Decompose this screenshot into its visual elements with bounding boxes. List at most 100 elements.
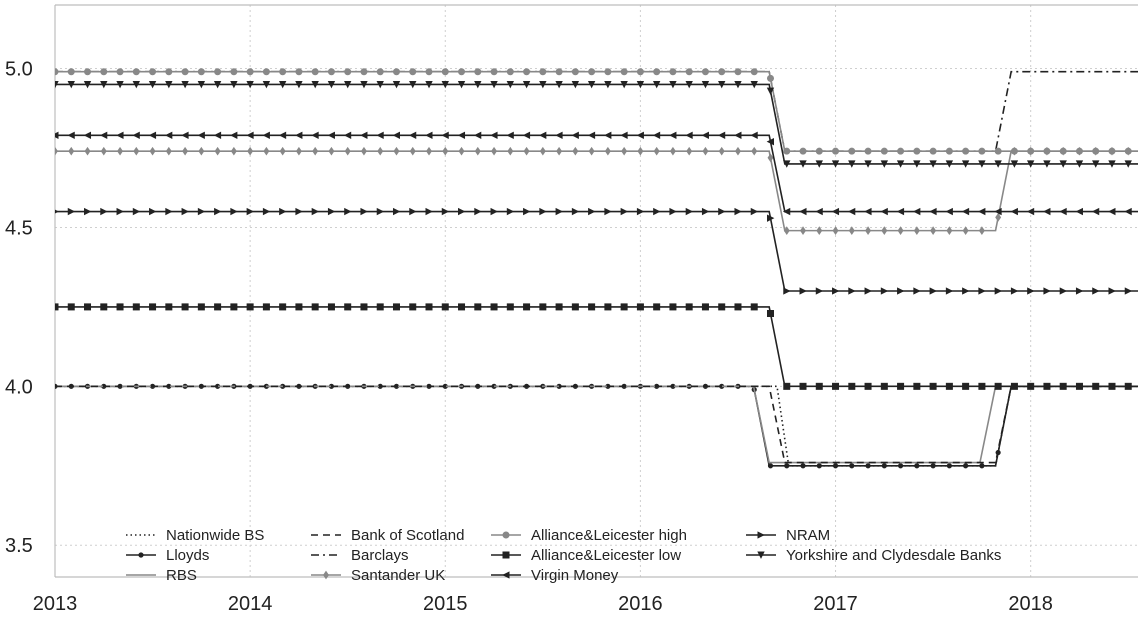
data-point-marker [652,131,661,139]
data-point-marker [994,207,1002,216]
data-point-marker [392,131,400,139]
data-point-marker [262,68,270,76]
data-point-marker [701,131,709,139]
series-alliance-leicester-high [55,68,1138,155]
data-point-marker [652,80,661,89]
data-point-marker [701,207,710,216]
data-point-marker [669,131,677,139]
data-point-marker [181,68,189,76]
data-point-marker [344,146,351,156]
data-point-marker [67,303,75,311]
data-point-marker [995,213,1002,222]
data-point-marker [165,146,172,156]
data-point-marker [230,146,237,156]
data-point-marker [148,80,157,89]
data-point-marker [799,287,807,295]
data-point-marker [757,551,765,559]
data-point-marker [182,146,189,156]
data-point-marker [165,303,173,311]
x-tick-label: 2013 [33,593,78,615]
legend-label: RBS [166,567,197,584]
legend-item: Santander UK [311,567,445,584]
data-point-marker [247,146,254,156]
data-point-marker [913,160,921,168]
data-point-marker [1043,382,1051,390]
data-point-marker [815,160,823,168]
legend-item: Virgin Money [491,567,619,584]
data-point-marker [441,131,449,139]
series-line [55,210,1138,292]
data-point-marker [848,226,855,235]
data-point-marker [881,463,887,469]
data-point-marker [425,68,433,76]
data-point-marker [538,131,547,139]
series-line [55,385,1138,464]
data-point-marker [1010,287,1019,295]
data-point-marker [197,303,205,311]
series-santander-uk [55,146,1138,235]
data-point-marker [572,146,579,156]
data-point-marker [929,207,937,216]
data-point-marker [1027,287,1035,295]
data-point-marker [100,80,108,89]
data-point-marker [1108,160,1116,168]
data-point-marker [327,68,335,76]
data-point-marker [946,226,953,235]
series-nationwide-bs [55,385,1138,467]
data-point-marker [392,80,401,89]
data-point-marker [55,80,59,89]
data-point-marker [701,80,710,89]
data-point-marker [262,207,271,216]
data-point-marker [263,146,270,156]
data-point-marker [246,80,254,89]
data-point-marker [571,303,579,311]
data-point-marker [409,303,417,311]
data-point-marker [165,80,173,89]
data-point-marker [994,147,1002,155]
data-point-marker [978,382,986,390]
data-point-marker [717,131,726,139]
data-point-marker [913,147,921,155]
series-bank-of-scotland [55,385,1138,464]
data-point-marker [1059,287,1068,295]
data-point-marker [502,531,510,539]
data-point-marker [914,463,920,469]
data-point-marker [1108,382,1116,390]
data-point-marker [734,68,742,76]
data-point-marker [588,146,595,156]
data-point-marker [458,68,466,76]
data-point-marker [1092,382,1100,390]
data-point-marker [458,207,466,216]
data-point-marker [83,131,92,139]
legend-item: Barclays [311,547,409,564]
data-point-marker [246,303,254,311]
data-point-marker [1010,207,1018,216]
series-rbs [55,385,1138,464]
data-point-marker [913,287,921,295]
data-point-marker [1092,287,1100,295]
data-point-marker [278,131,287,139]
data-point-marker [799,382,807,390]
data-point-marker [84,207,92,216]
data-point-marker [474,207,482,216]
data-point-marker [246,131,254,139]
data-point-marker [116,131,124,139]
data-point-marker [100,207,108,216]
data-point-marker [539,303,547,311]
data-point-marker [327,80,336,89]
data-point-marker [685,207,694,216]
data-point-marker [1026,160,1035,168]
data-point-marker [1108,147,1116,155]
data-point-marker [506,68,514,76]
data-point-marker [750,303,758,311]
data-point-marker [246,207,255,216]
data-point-marker [1026,207,1035,216]
data-point-marker [800,226,806,235]
data-point-marker [344,207,352,216]
data-point-marker [99,131,108,139]
data-point-marker [636,80,645,89]
data-point-marker [328,146,335,156]
data-point-marker [1027,147,1035,155]
data-point-marker [376,207,385,216]
y-tick-label: 4.5 [5,217,33,239]
